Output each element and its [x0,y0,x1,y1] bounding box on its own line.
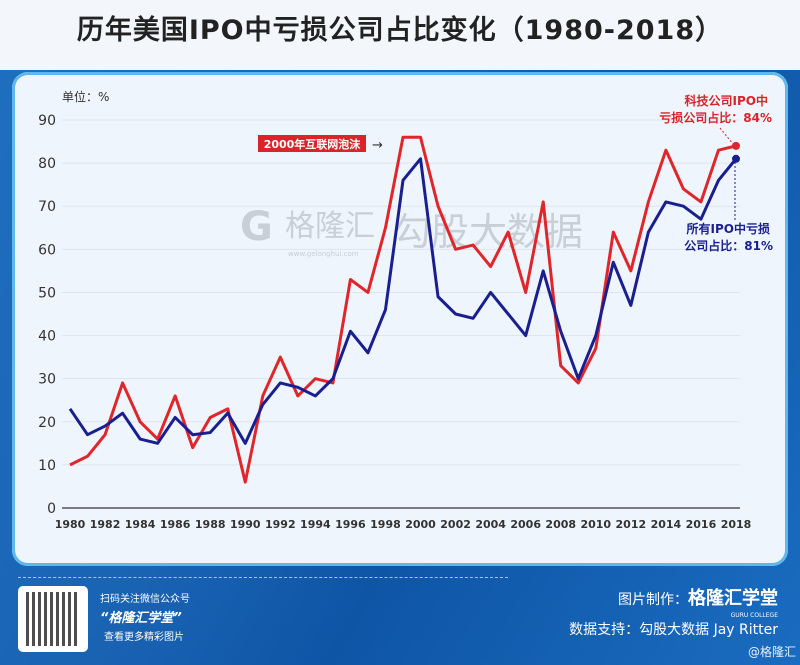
watermark: G 格隆汇 www.gelonghui.com 勾股大数据 [240,204,583,258]
made-by: 图片制作：格隆汇学堂 [618,588,778,610]
watermark-logo-icon: G [240,204,273,250]
tech-data-point [732,141,740,150]
qr-text-3: 查看更多精彩图片 [104,632,184,643]
qr-code[interactable] [18,586,88,652]
x-tick-label: 2012 [616,518,647,531]
all-annotation-line2: 公司占比：81% [684,238,773,253]
watermark-brand: 格隆汇 [285,209,375,244]
all-annotation-line1: 所有IPO中亏损 [687,221,770,236]
y-tick-label: 0 [47,501,56,517]
x-tick-label: 1998 [370,518,401,531]
x-tick-label: 2018 [721,518,752,531]
x-tick-label: 1994 [300,518,331,531]
y-axis-label: 单位：% [62,89,109,104]
y-tick-label: 40 [38,329,56,345]
arrow-icon: → [372,138,383,153]
y-tick-label: 20 [38,415,56,431]
tech-leader-line [719,127,734,145]
y-tick-label: 30 [38,372,56,388]
x-tick-label: 1990 [230,518,261,531]
tech-annotation-line2: 亏损公司占比：84% [659,110,772,125]
x-tick-label: 2010 [580,518,611,531]
all-ipo-loss-line [68,157,738,445]
y-tick-label: 90 [38,113,56,129]
made-by-label: 图片制作： [618,592,688,608]
x-tick-label: 1984 [125,518,156,531]
footer-divider [18,577,508,578]
x-tick-label: 1986 [160,518,191,531]
qr-text-1: 扫码关注微信公众号 [100,594,190,605]
x-tick-label: 2004 [475,518,506,531]
handle: @格隆汇 [747,645,796,659]
x-tick-label: 1996 [335,518,366,531]
y-tick-label: 10 [38,458,56,474]
qr-text-2: “格隆汇学堂” [100,611,182,626]
page-title: 历年美国IPO中亏损公司占比变化（1980-2018） [76,15,724,46]
x-tick-label: 2008 [545,518,576,531]
y-tick-label: 60 [38,242,56,258]
made-by-brand: 格隆汇学堂 [688,588,778,609]
y-tick-label: 80 [38,156,56,172]
tech-ipo-loss-line [69,135,737,484]
x-tick-label: 2016 [686,518,717,531]
tech-annotation-line1: 科技公司IPO中 [685,93,768,108]
bubble-label-box [258,135,366,152]
bubble-label: 2000年互联网泡沫 [264,137,362,151]
x-tick-label: 2006 [510,518,541,531]
all-data-point [732,154,740,163]
college-label: GURU COLLEGE [730,612,778,619]
header: 历年美国IPO中亏损公司占比变化（1980-2018） [0,0,800,70]
x-tick-label: 2002 [440,518,471,531]
y-tick-label: 70 [38,199,56,215]
y-tick-label: 50 [38,285,56,301]
watermark-data: 勾股大数据 [393,210,583,254]
x-tick-label: 1992 [265,518,296,531]
x-tick-label: 2014 [651,518,682,531]
watermark-url: www.gelonghui.com [288,250,359,258]
x-tick-label: 2000 [405,518,436,531]
x-tick-label: 1982 [90,518,121,531]
x-tick-label: 1988 [195,518,226,531]
data-source: 数据支持：勾股大数据 Jay Ritter [569,622,778,638]
x-tick-label: 1980 [55,518,86,531]
